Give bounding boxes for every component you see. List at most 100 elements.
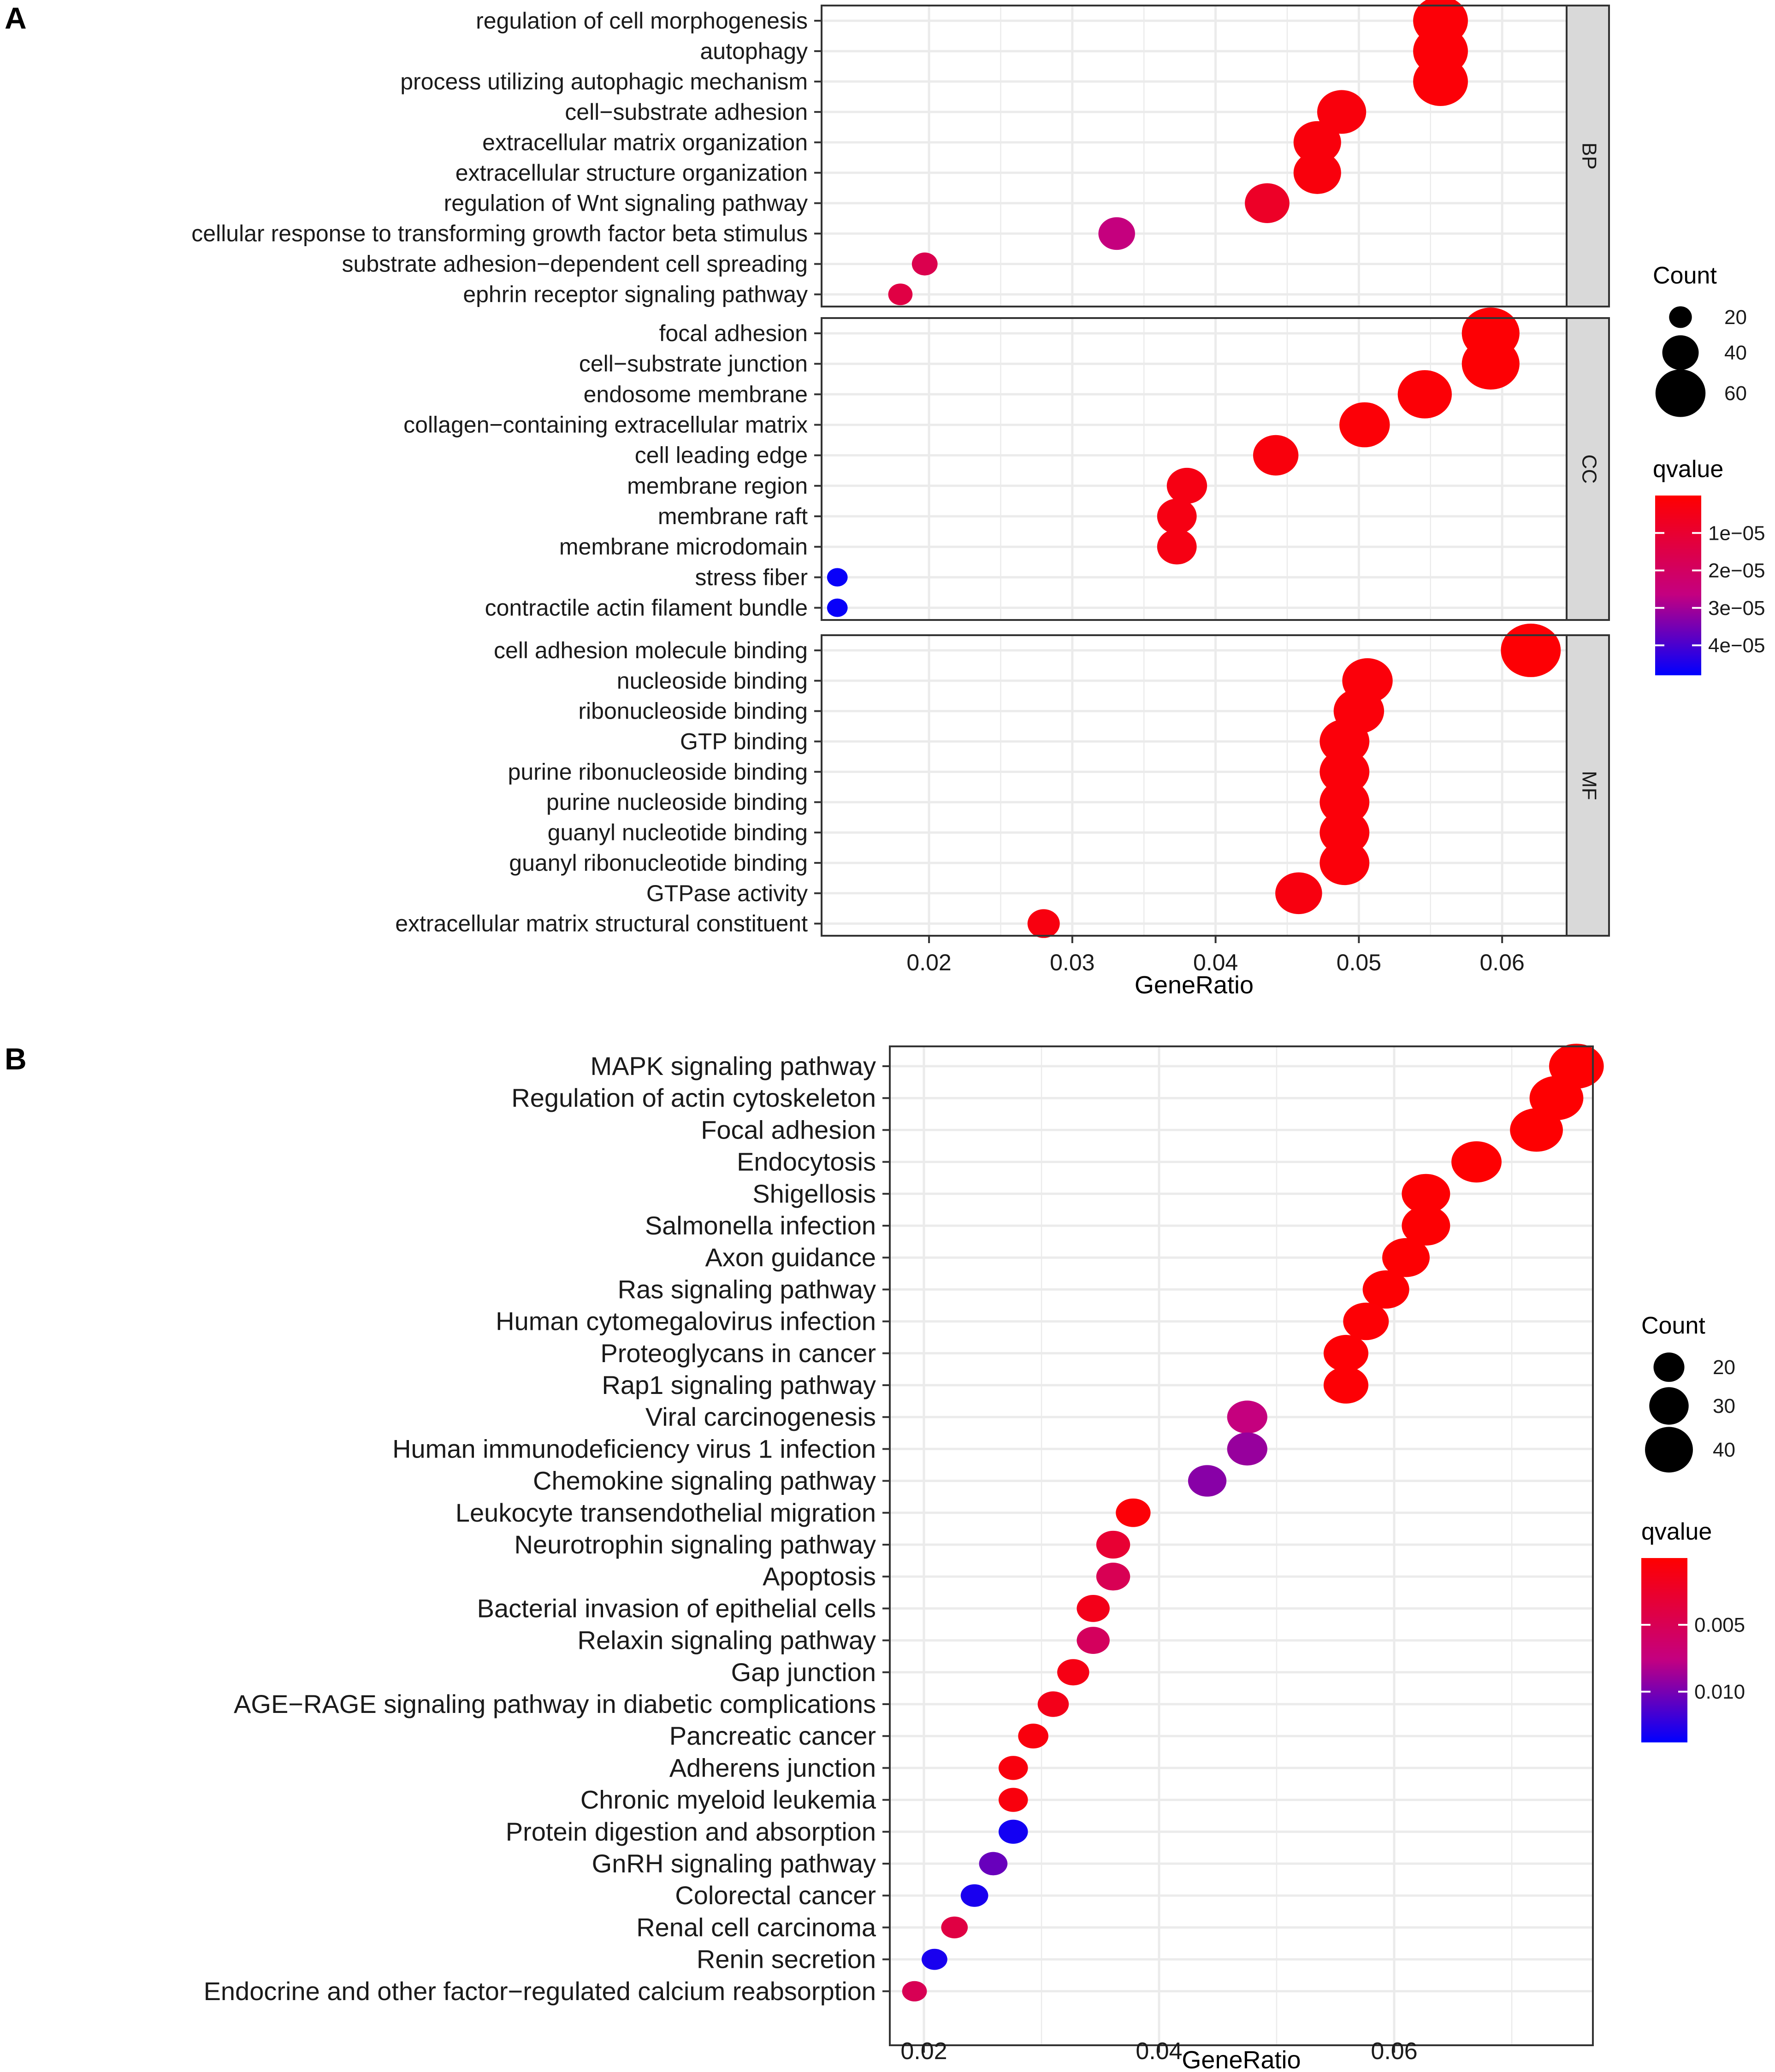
term-label: autophagy [700,38,808,64]
term-label: extracellular matrix structural constitu… [395,911,808,937]
x-tick-label: 0.06 [1479,950,1524,975]
facet-MF-point [1319,810,1370,855]
term-label: regulation of cell morphogenesis [476,8,808,34]
facet-CC-point [1157,498,1197,534]
pathway-label: Chronic myeloid leukemia [580,1785,876,1814]
term-label: cell−substrate adhesion [565,99,808,125]
term-label: focal adhesion [659,320,808,346]
pathway-label: Protein digestion and absorption [506,1817,876,1846]
pathway-label: Endocytosis [737,1147,876,1176]
pathway-point [998,1788,1028,1812]
pathway-point [1096,1530,1130,1559]
facet-CC-strip [1566,317,1610,621]
pathway-label: Axon guidance [705,1243,876,1272]
pathway-label: Human immunodeficiency virus 1 infection [392,1434,876,1463]
term-label: nucleoside binding [617,668,808,694]
term-label: ephrin receptor signaling pathway [463,282,808,307]
pathway-point [1402,1205,1450,1246]
x-tick-label: 0.06 [1371,2038,1417,2065]
term-label: extracellular matrix organization [482,130,808,155]
facet-BP-point [1098,217,1135,250]
term-label: cell adhesion molecule binding [494,638,808,663]
pathway-label: Adherens junction [669,1753,876,1782]
pathway-label: Chemokine signaling pathway [533,1466,876,1495]
pathway-point [902,1981,927,2001]
facet-CC-point [1339,402,1390,448]
pathway-label: Viral carcinogenesis [645,1402,876,1431]
term-label: guanyl ribonucleotide binding [509,850,808,876]
pathway-label: Proteoglycans in cancer [600,1339,876,1368]
panel-b-count-legend-label: 40 [1713,1439,1735,1461]
panel-a-qvalue-colorbar [1655,496,1701,675]
pathway-label: Neurotrophin signaling pathway [515,1530,876,1559]
term-label: membrane microdomain [559,534,808,560]
facet-BP-point [1317,90,1367,134]
facet-BP-point [888,283,913,306]
pathway-point [1382,1238,1430,1277]
facet-MF-point [1027,909,1060,938]
panel-a-qvalue-legend-title: qvalue [1653,456,1723,483]
term-label: ribonucleoside binding [578,698,808,724]
panel-b-count-legend-dot [1653,1352,1685,1382]
panel-b-qvalue-legend-label: 0.005 [1694,1614,1745,1636]
panel-b-count-legend-dot [1645,1427,1693,1473]
pathway-point [979,1852,1008,1876]
term-label: collagen−containing extracellular matrix [403,412,808,438]
term-label: GTPase activity [646,880,808,906]
term-label: cellular response to transforming growth… [191,221,808,247]
facet-CC-point [1397,370,1452,419]
facet-CC-point [1461,338,1520,390]
facet-CC-point [1253,435,1299,476]
facet-BP-point [1413,57,1468,106]
pathway-point [1077,1627,1110,1654]
panel-b-count-legend-label: 30 [1713,1395,1735,1417]
term-label: substrate adhesion−dependent cell spread… [342,251,808,277]
facet-strip-label: BP [1578,142,1600,170]
x-tick-label: 0.04 [1193,950,1238,975]
pathway-label: Regulation of actin cytoskeleton [511,1083,876,1112]
term-label: GTP binding [680,729,808,755]
pathway-label: GnRH signaling pathway [592,1849,876,1878]
facet-MF-point [1319,840,1370,885]
facet-strip-label: CC [1578,455,1600,484]
pathway-label: Apoptosis [763,1562,876,1591]
pathway-point [1077,1595,1110,1622]
term-label: endosome membrane [584,381,808,407]
pathway-label: Leukocyte transendothelial migration [456,1498,876,1527]
panel-a-qvalue-legend-label: 4e−05 [1708,634,1765,657]
panel-a-count-legend-dot [1662,335,1699,370]
x-tick-label: 0.02 [906,950,951,975]
panel-a-qvalue-legend-label: 2e−05 [1708,560,1765,582]
facet-BP-point [1245,183,1290,223]
panel-a-count-legend-dot [1655,369,1706,417]
panel-b-qvalue-colorbar [1641,1558,1687,1742]
pathway-label: AGE−RAGE signaling pathway in diabetic c… [234,1689,876,1718]
x-axis-title: GeneRatio [1182,2046,1301,2072]
panel-b-frame [889,1045,1594,2046]
pathway-label: Relaxin signaling pathway [578,1626,876,1655]
term-label: contractile actin filament bundle [485,595,808,621]
pathway-point [960,1884,988,1907]
pathway-label: Salmonella infection [645,1211,876,1240]
pathway-point [998,1756,1028,1780]
pathway-label: Pancreatic cancer [669,1721,876,1750]
facet-CC-point [1166,467,1207,504]
pathway-label: Ras signaling pathway [618,1275,876,1304]
facet-MF-point [1275,872,1322,915]
x-tick-label: 0.03 [1050,950,1095,975]
pathway-point [1057,1659,1089,1686]
term-label: regulation of Wnt signaling pathway [444,190,808,216]
pathway-point [1227,1400,1267,1434]
panel-a-count-legend-label: 20 [1724,306,1747,329]
panel-a-qvalue-legend-label: 1e−05 [1708,522,1765,544]
term-label: stress fiber [695,564,808,590]
facet-BP-strip [1566,5,1610,307]
pathway-label: Renal cell carcinoma [636,1913,876,1942]
pathway-point [1451,1141,1502,1183]
panel-b-count-legend-label: 20 [1713,1356,1735,1379]
x-tick-label: 0.02 [900,2038,947,2065]
pathway-label: Human cytomegalovirus infection [496,1307,876,1336]
pathway-label: Rap1 signaling pathway [602,1370,876,1399]
facet-BP-point [1293,151,1341,194]
